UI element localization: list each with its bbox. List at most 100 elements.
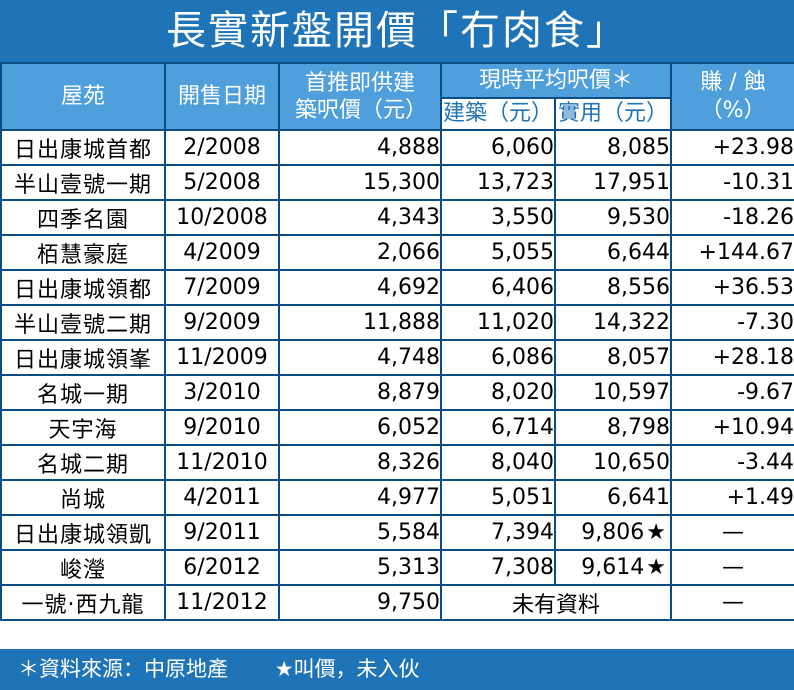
header-estate: 屋苑: [0, 62, 166, 131]
date-cell: 5/2008: [164, 164, 280, 201]
gain-loss-cell: -9.67: [670, 374, 794, 411]
net-price-cell: 8,798: [553, 409, 673, 446]
table-row: 日出康城首都 2/2008 4,888 6,060 8,085 +23.98: [0, 129, 794, 166]
table-row: 半山壹號二期 9/2009 11,888 11,020 14,322 -7.30: [0, 304, 794, 341]
date-cell: 9/2010: [164, 409, 280, 446]
footer: ＊資料來源：中原地產 ★叫價，未入伙: [0, 649, 794, 690]
gross-price-cell: 6,714: [440, 409, 556, 446]
table-row: 峻瀅 6/2012 5,313 7,308 9,614★ —: [0, 549, 794, 586]
estate-cell: 栢慧豪庭: [0, 234, 166, 271]
net-price-cell: 9,806★: [553, 514, 673, 551]
gain-loss-cell: —: [670, 584, 794, 621]
estate-cell: 尚城: [0, 479, 166, 516]
date-cell: 7/2009: [164, 269, 280, 306]
net-price-value: 9,806: [581, 520, 645, 545]
net-price-value: 10,650: [593, 450, 671, 475]
first-price-cell: 8,326: [278, 444, 442, 481]
gain-loss-cell: —: [670, 549, 794, 586]
net-price-value: 14,322: [593, 310, 671, 335]
table-row: 天宇海 9/2010 6,052 6,714 8,798 +10.94: [0, 409, 794, 446]
net-price-cell: 8,057: [553, 339, 673, 376]
net-price-cell: 6,644: [553, 234, 673, 271]
header-date: 開售日期: [164, 62, 280, 131]
first-price-cell: 5,584: [278, 514, 442, 551]
estate-cell: 半山壹號二期: [0, 304, 166, 341]
header-first-price: 首推即供建築呎價（元）: [278, 62, 442, 131]
gain-loss-cell: +28.18: [670, 339, 794, 376]
date-cell: 9/2011: [164, 514, 280, 551]
table-row: 四季名園 10/2008 4,343 3,550 9,530 -18.26: [0, 199, 794, 236]
first-price-cell: 8,879: [278, 374, 442, 411]
estate-cell: 日出康城首都: [0, 129, 166, 166]
first-price-cell: 4,977: [278, 479, 442, 516]
net-price-cell: 17,951: [553, 164, 673, 201]
first-price-cell: 4,692: [278, 269, 442, 306]
net-price-cell: 10,597: [553, 374, 673, 411]
header-net: 實用（元）: [553, 97, 673, 131]
table-row: 名城二期 11/2010 8,326 8,040 10,650 -3.44: [0, 444, 794, 481]
net-price-value: 9,530: [607, 205, 671, 230]
net-price-value: 6,644: [607, 240, 671, 265]
date-cell: 11/2012: [164, 584, 280, 621]
date-cell: 3/2010: [164, 374, 280, 411]
estate-cell: 一號‧西九龍: [0, 584, 166, 621]
first-price-cell: 5,313: [278, 549, 442, 586]
star-icon: ★: [646, 520, 667, 545]
table-row: 日出康城領凱 9/2011 5,584 7,394 9,806★ —: [0, 514, 794, 551]
gross-price-cell: 11,020: [440, 304, 556, 341]
first-price-cell: 11,888: [278, 304, 442, 341]
net-price-cell: 8,085: [553, 129, 673, 166]
estate-cell: 天宇海: [0, 409, 166, 446]
table-row: 栢慧豪庭 4/2009 2,066 5,055 6,644 +144.67: [0, 234, 794, 271]
net-price-value: 8,057: [607, 345, 671, 370]
gain-loss-cell: +144.67: [670, 234, 794, 271]
estate-cell: 半山壹號一期: [0, 164, 166, 201]
net-price-cell: 6,641: [553, 479, 673, 516]
date-cell: 10/2008: [164, 199, 280, 236]
date-cell: 11/2010: [164, 444, 280, 481]
gain-loss-cell: -7.30: [670, 304, 794, 341]
gross-price-cell: 6,060: [440, 129, 556, 166]
estate-cell: 名城一期: [0, 374, 166, 411]
net-price-cell: 14,322: [553, 304, 673, 341]
estate-cell: 日出康城領都: [0, 269, 166, 306]
estate-cell: 日出康城領凱: [0, 514, 166, 551]
first-price-cell: 4,343: [278, 199, 442, 236]
table-title: 長實新盤開價「冇肉食」: [0, 0, 794, 62]
gain-loss-cell: +10.94: [670, 409, 794, 446]
gain-loss-cell: -10.31: [670, 164, 794, 201]
first-price-cell: 4,888: [278, 129, 442, 166]
gross-price-cell: 6,086: [440, 339, 556, 376]
net-price-cell: 8,556: [553, 269, 673, 306]
header-gross: 建築（元）: [440, 97, 556, 131]
gross-price-cell: 8,020: [440, 374, 556, 411]
net-price-value: 9,614: [581, 555, 645, 580]
estate-cell: 日出康城領峯: [0, 339, 166, 376]
gross-price-cell: 6,406: [440, 269, 556, 306]
gross-price-cell: 7,308: [440, 549, 556, 586]
estate-cell: 四季名園: [0, 199, 166, 236]
estate-cell: 峻瀅: [0, 549, 166, 586]
net-price-value: 8,556: [607, 275, 671, 300]
gross-price-cell: 13,723: [440, 164, 556, 201]
date-cell: 4/2009: [164, 234, 280, 271]
table-row: 尚城 4/2011 4,977 5,051 6,641 +1.49: [0, 479, 794, 516]
first-price-cell: 6,052: [278, 409, 442, 446]
date-cell: 11/2009: [164, 339, 280, 376]
footer-note: ★叫價，未入伙: [274, 657, 420, 681]
first-price-cell: 2,066: [278, 234, 442, 271]
table-row: 一號‧西九龍 11/2012 9,750 未有資料 —: [0, 584, 794, 621]
net-price-cell: 10,650: [553, 444, 673, 481]
gross-price-cell: 5,055: [440, 234, 556, 271]
date-cell: 2/2008: [164, 129, 280, 166]
date-cell: 6/2012: [164, 549, 280, 586]
table-body: 日出康城首都 2/2008 4,888 6,060 8,085 +23.98 半山壹號一期 5…: [0, 129, 794, 621]
no-data-cell: 未有資料: [439, 584, 673, 621]
table-row: 名城一期 3/2010 8,879 8,020 10,597 -9.67: [0, 374, 794, 411]
gross-price-cell: 7,394: [440, 514, 556, 551]
gain-loss-cell: —: [670, 514, 794, 551]
gain-loss-cell: -18.26: [670, 199, 794, 236]
net-price-cell: 9,614★: [553, 549, 673, 586]
star-icon: ★: [646, 555, 667, 580]
net-price-value: 6,641: [607, 485, 671, 510]
